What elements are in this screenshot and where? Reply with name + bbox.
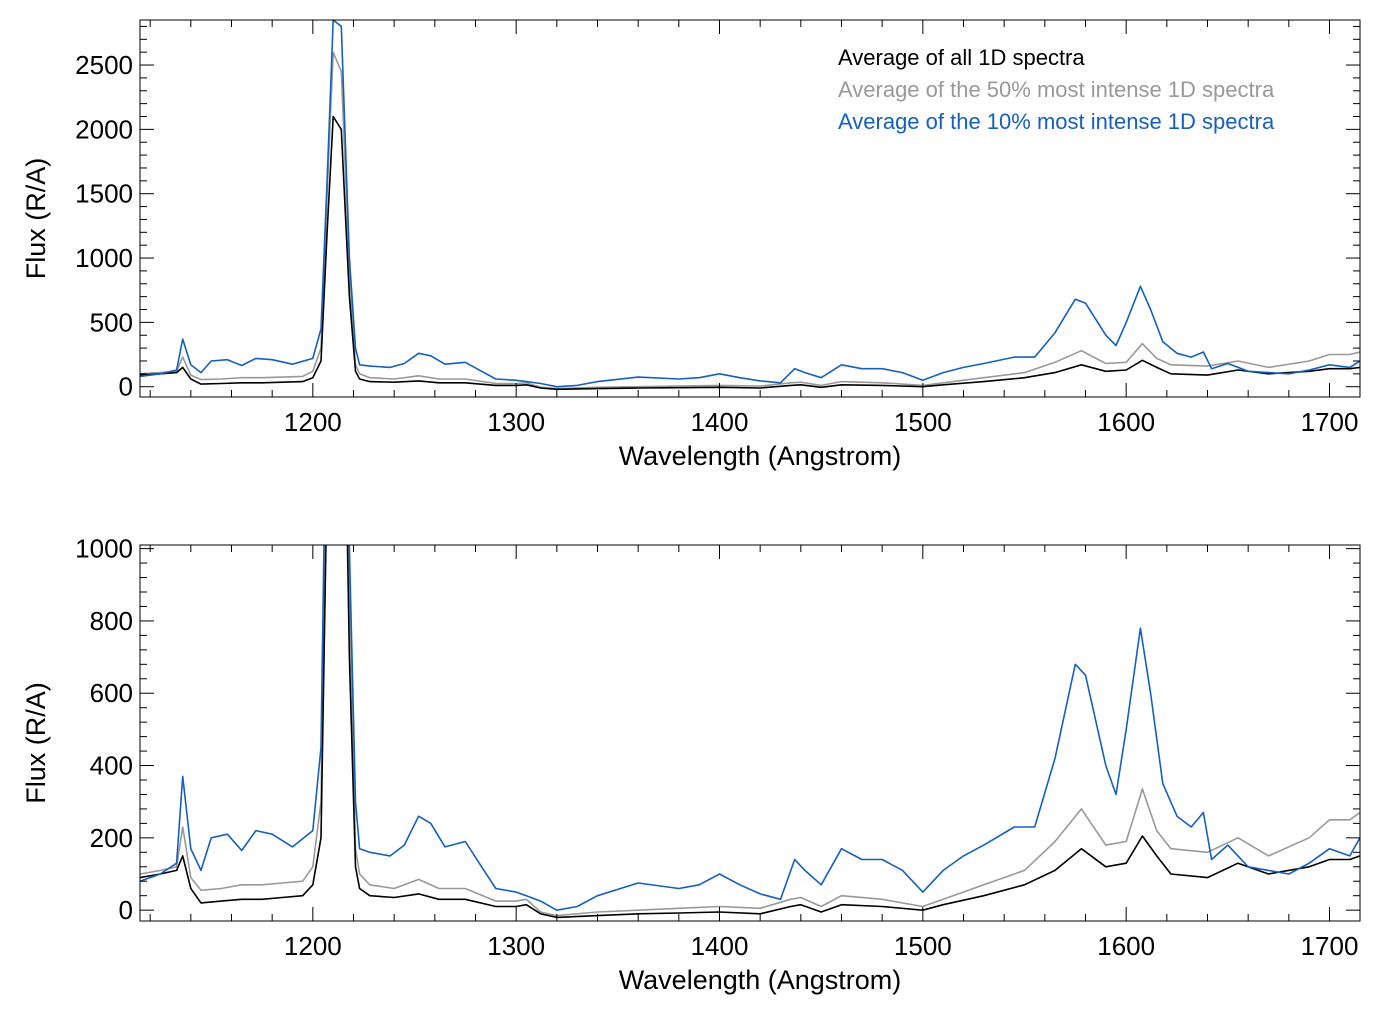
- x-tick-label: 1400: [691, 931, 749, 961]
- y-axis: 0 500 1000 1500 2000 2500: [75, 25, 1360, 402]
- x-axis: 1200 1300 1400 1500 1600 1700: [149, 20, 1359, 437]
- series-line-3: [140, 545, 1360, 912]
- x-tick-label: 1700: [1301, 931, 1359, 961]
- legend: Average of all 1D spectra Average of the …: [838, 45, 1275, 134]
- y-tick-label: 2500: [75, 50, 133, 80]
- x-tick-label: 1200: [284, 407, 342, 437]
- y-tick-label: 500: [90, 307, 133, 337]
- y-tick-label: 200: [90, 823, 133, 853]
- chart-panel-2: 1200 1300 1400 1500 1600 1700 0 200 400 600 800 100…: [21, 534, 1361, 995]
- x-tick-label: 1300: [487, 407, 545, 437]
- y-tick-label: 600: [90, 678, 133, 708]
- x-tick-label: 1600: [1097, 931, 1155, 961]
- legend-entry: Average of all 1D spectra: [838, 45, 1085, 70]
- x-tick-label: 1200: [284, 931, 342, 961]
- y-tick-label: 0: [119, 895, 133, 925]
- x-tick-label: 1300: [487, 931, 545, 961]
- y-tick-label: 0: [119, 372, 133, 402]
- series-line-3: [140, 20, 1360, 388]
- y-tick-label: 400: [90, 751, 133, 781]
- x-axis-title: Wavelength (Angstrom): [619, 441, 902, 471]
- x-axis: 1200 1300 1400 1500 1600 1700: [149, 545, 1359, 961]
- x-tick-label: 1600: [1097, 407, 1155, 437]
- y-axis-title: Flux (R/A): [21, 682, 51, 804]
- series-line-1: [140, 115, 1360, 391]
- series-group: [140, 20, 1360, 391]
- y-axis: 0 200 400 600 800 1000: [75, 534, 1360, 925]
- legend-entry: Average of the 10% most intense 1D spect…: [838, 109, 1275, 134]
- x-tick-label: 1700: [1301, 407, 1359, 437]
- y-axis-title: Flux (R/A): [21, 158, 51, 280]
- y-tick-label: 800: [90, 606, 133, 636]
- y-tick-label: 2000: [75, 114, 133, 144]
- chart-panel-1: 1200 1300 1400 1500 1600 1700 0 500 1000 1500 2000…: [21, 19, 1361, 471]
- legend-entry: Average of the 50% most intense 1D spect…: [838, 77, 1275, 102]
- x-tick-label: 1500: [894, 931, 952, 961]
- x-tick-label: 1400: [691, 407, 749, 437]
- y-tick-label: 1500: [75, 179, 133, 209]
- plot-frame: [139, 19, 1361, 398]
- x-axis-title: Wavelength (Angstrom): [619, 965, 902, 995]
- y-tick-label: 1000: [75, 534, 133, 564]
- x-tick-label: 1500: [894, 407, 952, 437]
- y-tick-label: 1000: [75, 243, 133, 273]
- series-line-2: [140, 51, 1360, 390]
- plot-frame: [139, 544, 1361, 922]
